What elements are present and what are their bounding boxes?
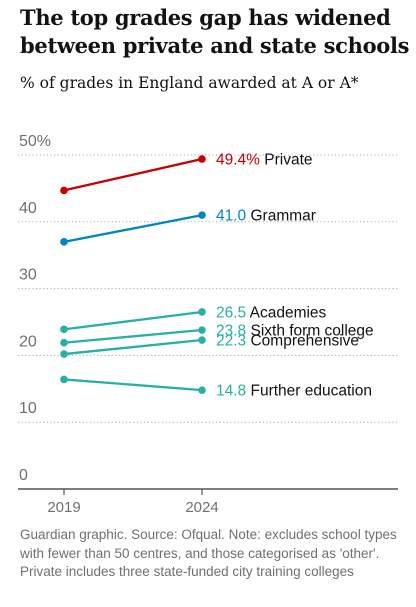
- series-end-label: 14.8 Further education: [216, 383, 372, 400]
- series-line: [63, 213, 203, 243]
- data-point: [60, 238, 68, 246]
- series-name-label: Academies: [246, 304, 326, 321]
- line-chart: 0 10 20 30 40 50% 2019 2024 49.4% Private 41.0 Gr…: [18, 133, 398, 516]
- data-point: [198, 155, 206, 163]
- y-tick-label: 20: [19, 333, 37, 350]
- series-line: [63, 378, 203, 392]
- y-tick-label: 10: [19, 400, 37, 417]
- data-point: [198, 211, 206, 219]
- data-point: [198, 336, 206, 344]
- series-end-label: 22.3 Comprehensive: [216, 333, 359, 350]
- series-line: [63, 338, 203, 356]
- chart-title: The top grades gap has widened between p…: [20, 5, 410, 58]
- data-value-label: 14.8: [216, 383, 246, 400]
- series-line: [63, 157, 203, 192]
- data-value-label: 41.0: [216, 208, 247, 225]
- x-tick-label: 2019: [47, 499, 80, 516]
- data-point: [60, 325, 68, 334]
- data-point: [60, 375, 68, 384]
- y-tick-label: 40: [19, 200, 37, 217]
- chart-subtitle: % of grades in England awarded at A or A…: [20, 74, 359, 92]
- data-point: [60, 186, 68, 195]
- data-value-label: 23.8: [216, 323, 246, 340]
- series-end-label: 49.4% Private: [216, 152, 313, 169]
- x-tick-label: 2024: [185, 499, 218, 516]
- series-name-label: Further education: [246, 383, 372, 400]
- y-tick-label: 30: [19, 267, 37, 284]
- data-point: [60, 338, 68, 347]
- data-value-label: 26.5: [216, 304, 246, 321]
- data-value-label: 22.3: [216, 333, 246, 350]
- series-name-label: Sixth form college: [246, 323, 374, 340]
- y-tick-label: 0: [19, 467, 28, 484]
- series-line: [63, 310, 203, 331]
- data-point: [198, 308, 206, 316]
- data-point: [198, 326, 206, 334]
- series-name-label: Comprehensive: [246, 333, 359, 350]
- series-name-label: Private: [260, 152, 313, 169]
- y-tick-label: 50%: [19, 133, 51, 150]
- data-point: [198, 386, 206, 394]
- data-point: [60, 350, 68, 358]
- series-line: [63, 328, 203, 344]
- series-end-label: 26.5 Academies: [216, 304, 327, 321]
- data-value-label: 49.4%: [216, 152, 260, 169]
- source-note: Guardian graphic. Source: Ofqual. Note: …: [20, 527, 397, 579]
- series-end-label: 23.8 Sixth form college: [216, 323, 374, 340]
- series-name-label: Grammar: [246, 208, 316, 225]
- series-end-label: 41.0 Grammar: [216, 208, 316, 225]
